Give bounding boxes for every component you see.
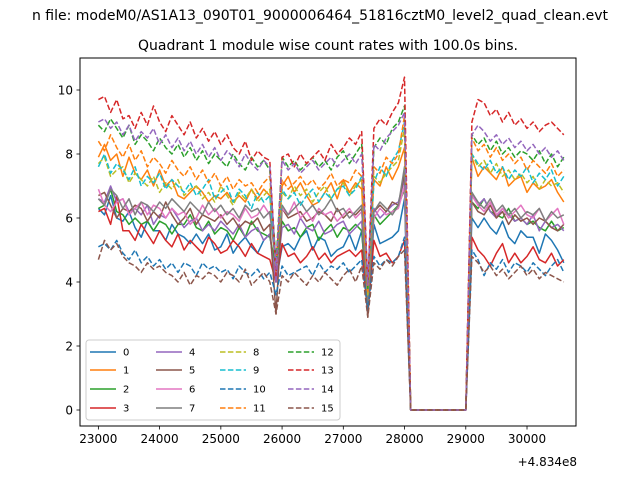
y-tick-label: 10 <box>58 84 73 98</box>
y-axis: 0 2 4 6 8 10 <box>58 84 80 418</box>
legend-label-14: 14 <box>321 385 334 396</box>
y-tick-label: 8 <box>65 148 73 162</box>
y-tick-label: 6 <box>65 212 73 226</box>
legend-label-1: 1 <box>123 366 129 377</box>
series-line-12 <box>97 105 565 411</box>
x-tick-label: 24000 <box>141 432 179 446</box>
x-tick-label: 25000 <box>202 432 240 446</box>
legend-label-12: 12 <box>321 348 334 359</box>
legend-label-6: 6 <box>189 385 195 396</box>
plot-area <box>97 76 565 411</box>
y-tick-label: 2 <box>65 340 73 354</box>
x-tick-label: 29000 <box>447 432 485 446</box>
legend-label-2: 2 <box>123 385 129 396</box>
series-line-14 <box>98 111 565 411</box>
series-line-3 <box>98 194 565 411</box>
legend-label-4: 4 <box>189 348 195 359</box>
series-line-0 <box>97 194 565 411</box>
series-line-1 <box>97 143 565 411</box>
x-tick-label: 26000 <box>263 432 301 446</box>
series-line-9 <box>97 121 565 411</box>
series-line-15 <box>97 239 565 411</box>
x-tick-label: 23000 <box>79 432 117 446</box>
legend-box <box>85 339 341 421</box>
legend-label-0: 0 <box>123 348 129 359</box>
series-line-11 <box>97 114 565 411</box>
axes-frame <box>79 57 577 427</box>
y-tick-label: 0 <box>65 404 73 418</box>
legend-label-10: 10 <box>253 385 266 396</box>
legend-label-15: 15 <box>321 404 334 415</box>
series-line-10 <box>98 236 565 411</box>
series-line-6 <box>97 185 565 411</box>
series-line-13 <box>98 76 565 411</box>
legend-label-11: 11 <box>253 404 266 415</box>
figure-suptitle: n file: modeM0/AS1A13_090T01_9000006464_… <box>32 8 609 24</box>
series-line-5 <box>98 172 565 411</box>
x-axis: 23000 24000 25000 26000 27000 28000 29000 30000 <box>79 426 546 446</box>
legend-label-3: 3 <box>123 404 129 415</box>
legend-label-7: 7 <box>189 404 195 415</box>
x-tick-label: 27000 <box>324 432 362 446</box>
legend-label-5: 5 <box>189 366 195 377</box>
x-tick-label: 28000 <box>385 432 423 446</box>
y-tick-label: 4 <box>65 276 73 290</box>
legend-label-13: 13 <box>321 366 334 377</box>
series-line-8 <box>97 127 565 411</box>
x-offset-label: +4.834e8 <box>518 455 577 469</box>
series-line-4 <box>98 178 565 411</box>
chart-title: Quadrant 1 module wise count rates with … <box>138 38 518 54</box>
x-tick-label: 30000 <box>508 432 546 446</box>
legend-label-9: 9 <box>253 366 259 377</box>
legend-label-8: 8 <box>253 348 259 359</box>
